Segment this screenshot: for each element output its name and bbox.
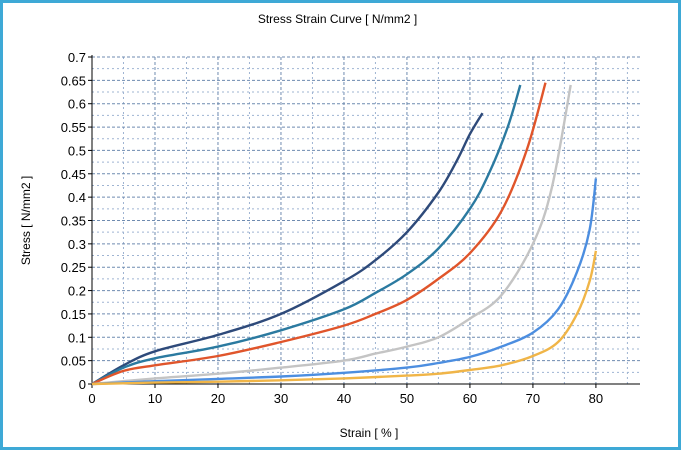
axes: [88, 55, 640, 388]
y-tick-label: 0.2: [68, 284, 86, 299]
x-tick-label: 60: [463, 391, 477, 406]
y-tick-label: 0.65: [61, 73, 86, 88]
x-tick-label: 80: [589, 391, 603, 406]
series-line: [91, 178, 598, 386]
series-line: [91, 112, 484, 386]
series-lines: [91, 82, 598, 386]
x-tick-label: 70: [526, 391, 540, 406]
series-line: [91, 82, 547, 386]
y-tick-label: 0.1: [68, 330, 86, 345]
x-tick-label: 30: [274, 391, 288, 406]
y-tick-label: 0.05: [61, 354, 86, 369]
x-tick-label: 10: [148, 391, 162, 406]
x-tick-label: 0: [88, 391, 95, 406]
y-tick-label: 0.5: [68, 143, 86, 158]
y-tick-label: 0.25: [61, 260, 86, 275]
y-tick-label: 0.7: [68, 50, 86, 65]
y-tick-label: 0.45: [61, 167, 86, 182]
y-tick-label: 0: [79, 377, 86, 392]
x-axis-label: Strain [ % ]: [340, 426, 399, 440]
series-line: [91, 250, 598, 386]
x-tick-label: 50: [400, 391, 414, 406]
y-tick-label: 0.35: [61, 214, 86, 229]
tick-labels: 0 10 20 30 40 50 60 70 80 0 0.05 0.1 0.15 0.2 0.25 0.3 0…: [61, 50, 603, 406]
y-tick-label: 0.15: [61, 307, 86, 322]
series-line: [91, 84, 522, 386]
y-tick-label: 0.3: [68, 237, 86, 252]
y-tick-label: 0.4: [68, 190, 86, 205]
x-tick-label: 40: [337, 391, 351, 406]
x-tick-label: 20: [211, 391, 225, 406]
y-axis-label: Stress [ N/mm2 ]: [19, 176, 33, 265]
y-tick-label: 0.55: [61, 120, 86, 135]
grid: [92, 56, 640, 384]
chart-title: Stress Strain Curve [ N/mm2 ]: [257, 12, 418, 26]
y-tick-label: 0.6: [68, 97, 86, 112]
series-line: [91, 84, 572, 386]
